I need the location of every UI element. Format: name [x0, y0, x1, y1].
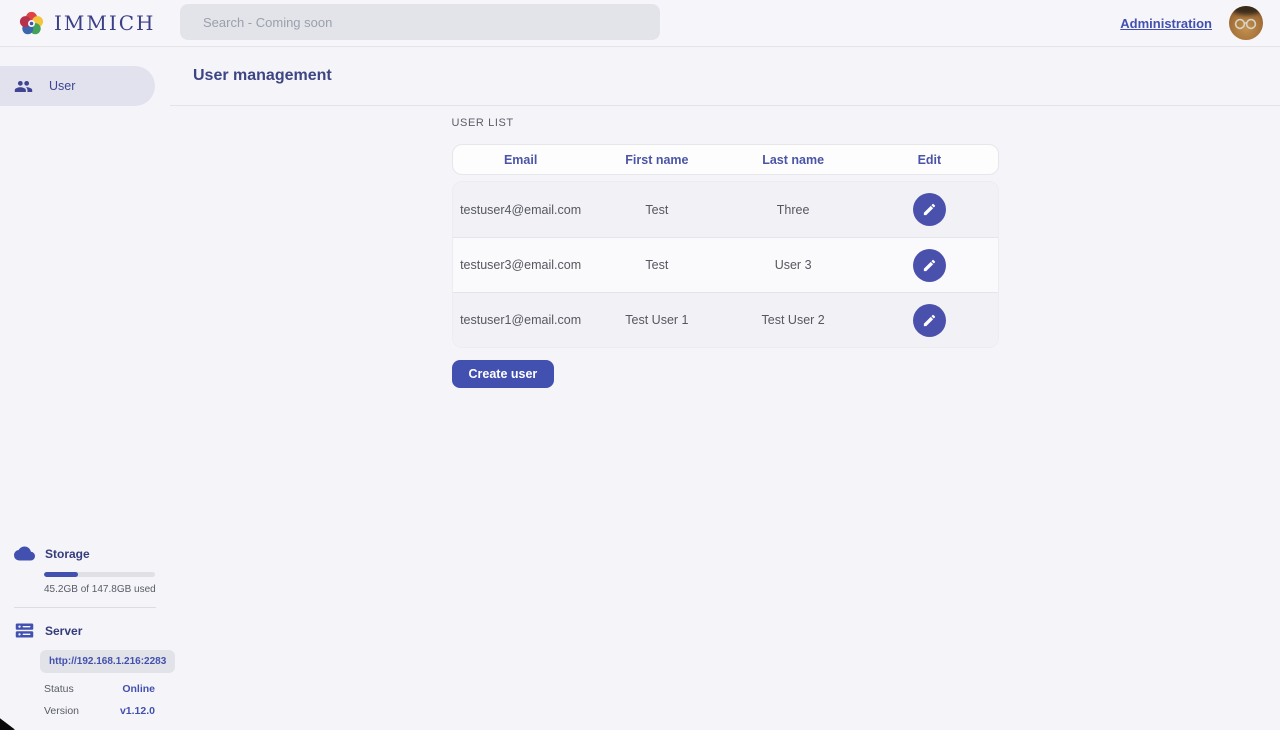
version-value: v1.12.0: [119, 705, 155, 717]
table-row: testuser1@email.com Test User 1 Test Use…: [452, 292, 998, 347]
user-table: testuser4@email.com Test Three: [451, 181, 999, 348]
version-label: Version: [44, 705, 80, 717]
server-title: Server: [45, 623, 83, 638]
pencil-icon: [922, 202, 937, 217]
create-user-button[interactable]: Create user: [451, 360, 555, 388]
server-url: http://192.168.1.216:2283: [40, 650, 176, 673]
sidebar-item-user-label: User: [49, 79, 76, 93]
administration-link[interactable]: Administration: [1120, 15, 1212, 31]
page-header: User management: [170, 47, 1280, 106]
search-input[interactable]: [180, 4, 660, 40]
cell-last-name: Three: [776, 202, 810, 217]
page-title: User management: [193, 67, 332, 84]
cell-first-name: Test: [645, 202, 669, 217]
table-row: testuser4@email.com Test Three: [452, 182, 998, 237]
server-icon: [14, 620, 35, 641]
sidebar: User Storage 45.2GB of 147.8GB used: [0, 47, 176, 730]
cell-last-name: Test User 2: [761, 313, 825, 327]
immich-logo[interactable]: IMMICH: [18, 10, 156, 37]
column-header-email: Email: [503, 152, 538, 167]
cell-email: testuser1@email.com: [460, 313, 582, 327]
cell-first-name: Test User 1: [625, 313, 689, 327]
status-label: Status: [44, 683, 74, 695]
glasses-photo: [1234, 18, 1257, 30]
cell-email: testuser4@email.com: [460, 202, 582, 217]
cloud-icon: [14, 543, 35, 564]
cell-first-name: Test: [645, 258, 669, 272]
sidebar-item-user[interactable]: User: [0, 66, 155, 106]
sidebar-status-panel: Storage 45.2GB of 147.8GB used: [0, 543, 176, 730]
edit-user-button[interactable]: [912, 248, 946, 282]
column-header-edit: Edit: [917, 152, 942, 167]
cell-last-name: User 3: [774, 258, 812, 272]
column-header-first-name: First name: [625, 152, 689, 167]
main-content: User management USER LIST Email First na…: [170, 47, 1280, 730]
user-avatar[interactable]: [1229, 6, 1263, 40]
edit-user-button[interactable]: [912, 303, 946, 337]
users-icon: [14, 77, 33, 96]
immich-flower-icon: [18, 10, 45, 37]
status-value: Online: [122, 683, 155, 695]
column-header-last-name: Last name: [762, 152, 825, 167]
top-navigation-bar: IMMICH Administration: [0, 0, 1280, 47]
sidebar-divider: [14, 607, 156, 608]
table-row: testuser3@email.com Test User 3: [452, 237, 998, 292]
user-table-header: Email First name Last name Edit: [451, 144, 999, 175]
pencil-icon: [922, 313, 937, 328]
storage-progress-fill: [44, 572, 79, 577]
server-version-row: Version v1.12.0: [44, 705, 155, 717]
user-list-label: USER LIST: [451, 117, 514, 129]
cell-email: testuser3@email.com: [460, 258, 582, 272]
storage-title: Storage: [45, 546, 90, 561]
server-status-row: Status Online: [44, 683, 155, 695]
pencil-icon: [922, 258, 937, 273]
edit-user-button[interactable]: [912, 193, 946, 226]
app-title: IMMICH: [54, 11, 156, 35]
storage-usage-text: 45.2GB of 147.8GB used: [44, 584, 156, 595]
storage-progress-bar: [44, 572, 155, 577]
